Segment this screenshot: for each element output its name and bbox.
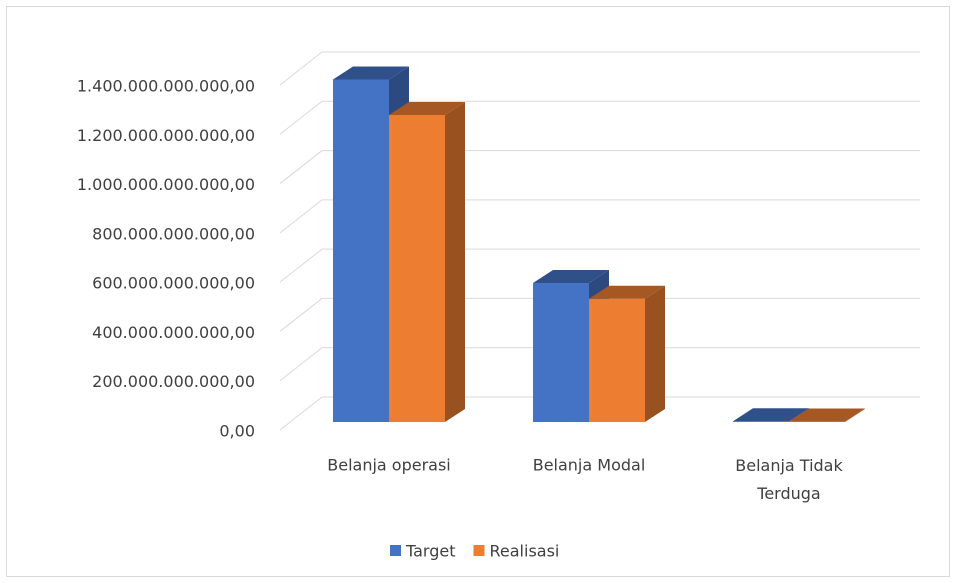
y-tick-label: 200.000.000.000,00 [92,372,255,391]
bar-top [733,408,809,422]
grid-line [279,396,323,431]
bar-top [389,101,465,115]
bar-top [333,66,409,80]
y-tick-label: 1.000.000.000.000,00 [77,175,255,194]
grid-line [279,248,323,283]
grid-line [279,100,323,135]
y-tick-label: 800.000.000.000,00 [92,224,255,243]
bar-top [533,270,609,284]
bar [789,408,865,422]
y-tick-label: 0,00 [219,422,255,441]
bar-side [645,285,665,422]
legend-swatch [390,545,401,556]
bar-front [533,283,589,422]
bar-side [445,101,465,422]
bar [389,101,465,422]
bar-top [789,408,865,422]
bar [589,285,665,422]
bar-front [733,421,789,422]
grid-line [279,199,323,234]
grid-line [279,347,323,382]
y-tick-label: 1.400.000.000.000,00 [77,77,255,96]
legend-label: Target [405,542,456,561]
bar-front [589,298,645,422]
legend-label: Realisasi [490,542,560,561]
grid-line [279,51,323,86]
bar-side [845,408,865,422]
y-tick-label: 600.000.000.000,00 [92,274,255,293]
x-tick-label: Belanja Modal [533,456,646,475]
grid-line [279,150,323,184]
y-tick-label: 1.200.000.000.000,00 [77,126,255,145]
y-tick-label: 400.000.000.000,00 [92,323,255,342]
grid-line [279,298,323,332]
bar-top [589,285,665,299]
bar-front [389,114,445,422]
bar-front [333,79,389,422]
legend-swatch [473,545,485,556]
x-tick-label: Belanja operasi [327,456,451,475]
x-tick-label: Belanja Tidak Terduga [735,456,843,503]
